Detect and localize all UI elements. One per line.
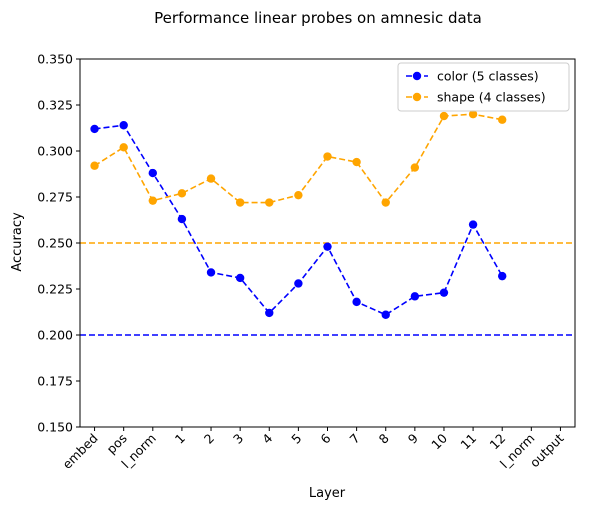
data-point-s1-3 [177, 189, 187, 198]
y-tick-label-8: 0.350 [37, 52, 73, 67]
data-point-s0-5 [235, 273, 245, 283]
legend-marker-0 [412, 71, 422, 81]
x-tick-label-13: 11 [457, 431, 479, 453]
plot-area: 0.150 0.175 0.200 0.225 0.250 0.275 0.300 0.325… [37, 52, 576, 472]
data-point-s1-1 [119, 143, 128, 152]
series-line-1 [94, 113, 503, 204]
data-point-s0-7 [294, 279, 303, 288]
x-tick-label-7: 5 [288, 431, 304, 447]
data-point-s0-9 [352, 297, 361, 307]
legend-label-0: color (5 classes) [437, 69, 539, 84]
x-tick-label-4: 2 [201, 431, 217, 447]
data-point-s0-6 [265, 308, 274, 318]
data-point-s1-11 [410, 163, 420, 172]
x-tick-label-9: 7 [347, 431, 363, 447]
data-point-s0-2 [148, 168, 157, 178]
legend: color (5 classes) shape (4 classes) [397, 62, 570, 112]
data-point-s1-12 [439, 111, 449, 121]
data-point-s0-12 [439, 288, 449, 297]
data-point-s0-13 [468, 220, 478, 229]
x-tick-label-12: 10 [428, 430, 450, 452]
data-point-s0-11 [410, 292, 420, 301]
data-point-s0-4 [206, 268, 216, 277]
data-point-s0-0 [90, 124, 99, 134]
y-axis-label: Accuracy [10, 212, 25, 272]
y-tick-label-7: 0.325 [37, 98, 73, 113]
data-point-s1-2 [148, 196, 157, 205]
data-point-s1-5 [235, 198, 245, 207]
y-tick-label-1: 0.175 [37, 374, 73, 389]
data-point-s0-3 [177, 214, 187, 224]
y-tick-label-3: 0.225 [37, 282, 73, 297]
data-point-s1-0 [90, 161, 99, 170]
data-point-s0-8 [323, 242, 332, 251]
y-tick-label-5: 0.275 [37, 190, 73, 205]
data-point-s1-6 [265, 198, 274, 207]
legend-label-1: shape (4 classes) [437, 90, 546, 105]
x-tick-label-3: 1 [172, 431, 188, 447]
y-tick-label-4: 0.250 [37, 236, 73, 251]
x-tick-label-8: 6 [317, 430, 333, 446]
y-tick-label-2: 0.200 [37, 328, 73, 343]
chart-title: Performance linear probes on amnesic dat… [154, 9, 482, 27]
data-point-s0-10 [381, 310, 390, 319]
y-tick-label-0: 0.150 [37, 420, 73, 435]
data-point-s1-8 [323, 152, 332, 161]
data-point-s1-10 [381, 198, 390, 207]
x-tick-label-5: 3 [230, 431, 246, 447]
x-tick-label-14: 12 [486, 431, 508, 453]
data-point-s1-9 [352, 157, 361, 167]
data-point-s0-1 [119, 121, 128, 130]
legend-box [397, 62, 570, 112]
data-point-s1-13 [468, 110, 478, 119]
y-tick-label-6: 0.300 [37, 144, 73, 159]
data-point-s1-7 [294, 190, 303, 200]
x-axis-label: Layer [309, 486, 346, 501]
x-tick-label-11: 9 [405, 430, 421, 446]
x-tick-label-0: embed [59, 431, 100, 472]
x-tick-label-10: 8 [376, 430, 392, 446]
data-point-s1-14 [498, 115, 507, 124]
legend-marker-1 [412, 92, 422, 102]
x-tick-label-6: 4 [259, 430, 275, 446]
data-point-s1-4 [206, 174, 216, 183]
data-point-s0-14 [498, 271, 507, 281]
x-tick-label-16: output [527, 430, 567, 470]
